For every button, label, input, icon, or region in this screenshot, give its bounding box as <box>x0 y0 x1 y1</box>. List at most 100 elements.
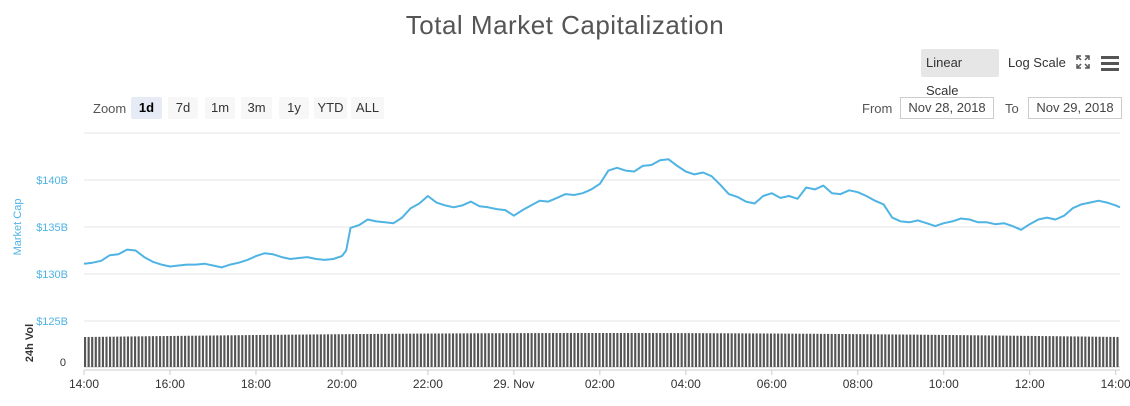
volume-bar <box>155 336 158 367</box>
volume-bar <box>1098 336 1101 367</box>
volume-bar <box>1048 336 1051 367</box>
volume-bar <box>902 334 905 367</box>
volume-bar <box>977 335 980 367</box>
volume-bar <box>1116 336 1119 367</box>
volume-bar <box>237 335 240 367</box>
volume-bar <box>934 334 937 367</box>
volume-bar <box>541 333 544 367</box>
volume-bar <box>337 334 340 367</box>
volume-bar <box>877 334 880 367</box>
from-date-input[interactable]: Nov 28, 2018 <box>900 97 994 119</box>
volume-bar <box>573 333 576 367</box>
volume-bar <box>969 335 973 367</box>
volume-bar <box>1059 336 1062 367</box>
volume-bar <box>148 336 151 367</box>
volume-bar <box>819 333 823 367</box>
volume-bar <box>769 333 773 367</box>
volume-bar <box>880 334 883 367</box>
volume-bar <box>719 333 723 367</box>
volume-bar <box>912 334 915 367</box>
volume-bar <box>262 334 265 367</box>
volume-bar <box>652 333 655 367</box>
volume-bar <box>730 333 733 367</box>
zoom-button-ytd[interactable]: YTD <box>314 97 347 119</box>
to-date-input[interactable]: Nov 29, 2018 <box>1028 97 1122 119</box>
volume-bar <box>927 334 930 367</box>
volume-bar <box>184 335 187 367</box>
zoom-button-1m[interactable]: 1m <box>205 97 235 119</box>
volume-bar <box>319 334 322 367</box>
volume-bar <box>673 333 676 367</box>
volume-bar <box>434 333 437 367</box>
linear-scale-button[interactable]: Linear Scale <box>921 49 999 98</box>
volume-bar <box>755 333 758 367</box>
zoom-button-7d[interactable]: 7d <box>168 97 198 119</box>
volume-bar <box>84 337 87 367</box>
volume-bar <box>766 333 769 367</box>
volume-bar <box>959 335 962 367</box>
volume-bar <box>451 333 455 367</box>
volume-bar <box>837 333 840 367</box>
volume-bar <box>944 334 948 367</box>
zoom-label: Zoom <box>93 101 127 116</box>
zoom-button-1d[interactable]: 1d <box>131 97 162 119</box>
volume-bar <box>862 334 865 367</box>
volume-bar <box>334 334 337 367</box>
volume-bar <box>894 334 898 367</box>
volume-bar <box>709 333 712 367</box>
volume-axis-label: 24h Vol <box>24 324 36 362</box>
zoom-button-3m[interactable]: 3m <box>241 97 272 119</box>
volume-bar <box>669 333 673 367</box>
volume-bar <box>666 333 669 367</box>
volume-bar <box>455 333 458 367</box>
volume-bar <box>234 335 237 367</box>
volume-bar <box>723 333 726 367</box>
volume-bar <box>355 334 358 367</box>
volume-bar <box>523 333 526 367</box>
volume-bar <box>223 335 226 367</box>
volume-bar <box>501 333 505 367</box>
volume-bar <box>1062 336 1065 367</box>
volume-bar <box>505 333 508 367</box>
volume-bar <box>1105 336 1108 367</box>
volume-bar <box>519 333 522 367</box>
volume-bar <box>376 333 380 367</box>
volume-bar <box>173 335 176 367</box>
volume-bar <box>630 333 633 367</box>
volume-bar <box>194 335 197 367</box>
zoom-button-1y[interactable]: 1y <box>279 97 309 119</box>
volume-bar <box>919 334 923 367</box>
volume-bar <box>866 334 869 367</box>
volume-bar <box>1009 335 1012 367</box>
volume-bar <box>380 333 383 367</box>
volume-bar <box>398 333 401 367</box>
volume-bar <box>884 334 887 367</box>
volume-bar <box>634 333 637 367</box>
volume-bar <box>827 333 830 367</box>
volume-bar <box>466 333 469 367</box>
log-scale-button[interactable]: Log Scale <box>1008 55 1066 70</box>
volume-bar <box>737 333 740 367</box>
volume-bar <box>259 334 262 367</box>
volume-bar <box>1002 335 1005 367</box>
volume-bar <box>394 333 397 367</box>
zoom-button-all[interactable]: ALL <box>351 97 384 119</box>
volume-bar <box>1037 336 1040 367</box>
volume-bar <box>326 334 330 367</box>
volume-bar <box>537 333 540 367</box>
volume-bar <box>1044 336 1048 367</box>
volume-bar <box>923 334 926 367</box>
volume-bar <box>844 334 848 367</box>
volume-bar <box>316 334 319 367</box>
volume-bar <box>680 333 683 367</box>
volume-bar <box>962 335 965 367</box>
volume-bar <box>309 334 312 367</box>
fullscreen-icon[interactable] <box>1075 54 1091 70</box>
volume-bar <box>430 333 433 367</box>
volume-bar <box>637 333 640 367</box>
menu-icon[interactable] <box>1101 55 1119 71</box>
volume-bar <box>91 336 94 367</box>
volume-bar <box>684 333 687 367</box>
volume-bar <box>812 333 815 367</box>
